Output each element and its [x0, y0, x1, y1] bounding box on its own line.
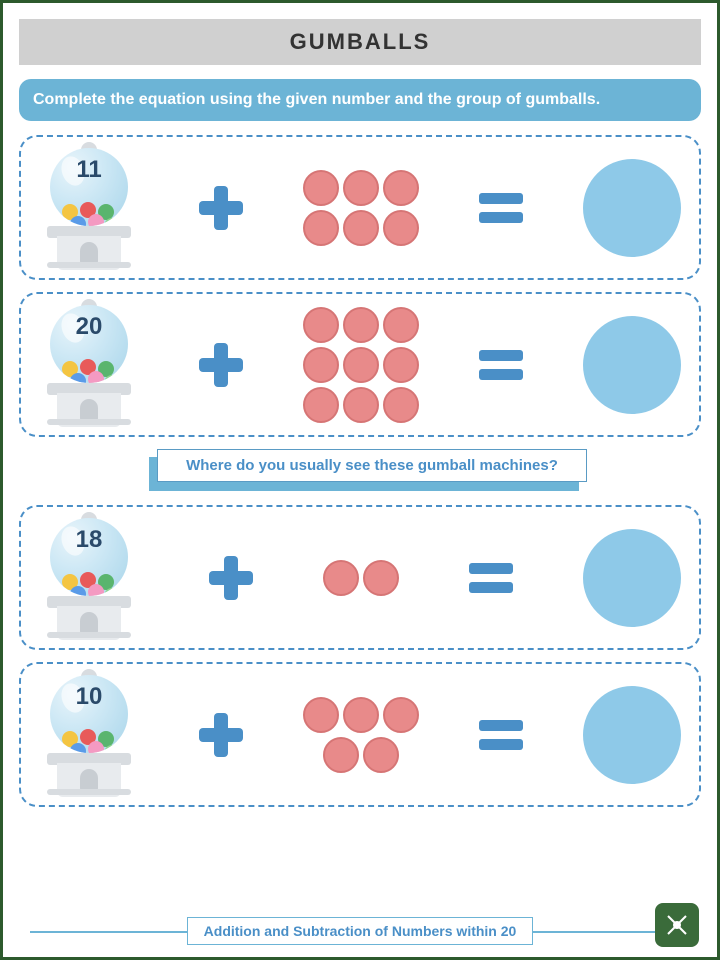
gumball — [303, 307, 339, 343]
gumball — [303, 697, 339, 733]
gumball — [343, 387, 379, 423]
gumball — [303, 170, 339, 206]
gumball — [343, 347, 379, 383]
gumball — [383, 387, 419, 423]
machine-number: 10 — [39, 683, 139, 711]
problems-container: 11 20 Where do you usually see these gum… — [19, 135, 701, 807]
problem-box: 10 — [19, 662, 701, 807]
equals-operator — [479, 193, 523, 223]
gumball-group — [323, 560, 399, 596]
plus-operator — [209, 556, 253, 600]
machine-number: 20 — [39, 313, 139, 341]
gumball — [363, 737, 399, 773]
footer: Addition and Subtraction of Numbers with… — [3, 917, 717, 945]
machine-number: 18 — [39, 526, 139, 554]
gumball-machine: 18 — [39, 518, 139, 638]
instruction-text: Complete the equation using the given nu… — [19, 79, 701, 121]
footer-text: Addition and Subtraction of Numbers with… — [187, 917, 534, 945]
page-title: GUMBALLS — [19, 19, 701, 65]
gumball — [303, 387, 339, 423]
answer-circle[interactable] — [583, 529, 681, 627]
answer-circle[interactable] — [583, 686, 681, 784]
gumball — [323, 737, 359, 773]
question-box: Where do you usually see these gumball m… — [19, 449, 701, 491]
gumball-machine: 20 — [39, 305, 139, 425]
worksheet-page: GUMBALLS Complete the equation using the… — [0, 0, 720, 960]
machine-number: 11 — [39, 156, 139, 184]
equals-operator — [479, 350, 523, 380]
gumball — [383, 170, 419, 206]
gumball — [383, 347, 419, 383]
equals-operator — [469, 563, 513, 593]
gumball — [383, 210, 419, 246]
gumball-machine: 10 — [39, 675, 139, 795]
answer-circle[interactable] — [583, 316, 681, 414]
plus-operator — [199, 343, 243, 387]
gumball — [323, 560, 359, 596]
equals-operator — [479, 720, 523, 750]
gumball-machine: 11 — [39, 148, 139, 268]
problem-box: 18 — [19, 505, 701, 650]
gumball — [303, 347, 339, 383]
problem-box: 20 — [19, 292, 701, 437]
gumball — [343, 307, 379, 343]
gumball-group — [303, 170, 419, 246]
plus-operator — [199, 186, 243, 230]
problem-box: 11 — [19, 135, 701, 280]
plus-operator — [199, 713, 243, 757]
badge-icon — [655, 903, 699, 947]
gumball — [343, 697, 379, 733]
answer-circle[interactable] — [583, 159, 681, 257]
gumball — [383, 697, 419, 733]
gumball-group — [303, 697, 419, 773]
gumball — [343, 170, 379, 206]
gumball — [343, 210, 379, 246]
question-text: Where do you usually see these gumball m… — [157, 449, 587, 482]
gumball-group — [303, 307, 419, 423]
gumball — [363, 560, 399, 596]
gumball — [303, 210, 339, 246]
gumball — [383, 307, 419, 343]
